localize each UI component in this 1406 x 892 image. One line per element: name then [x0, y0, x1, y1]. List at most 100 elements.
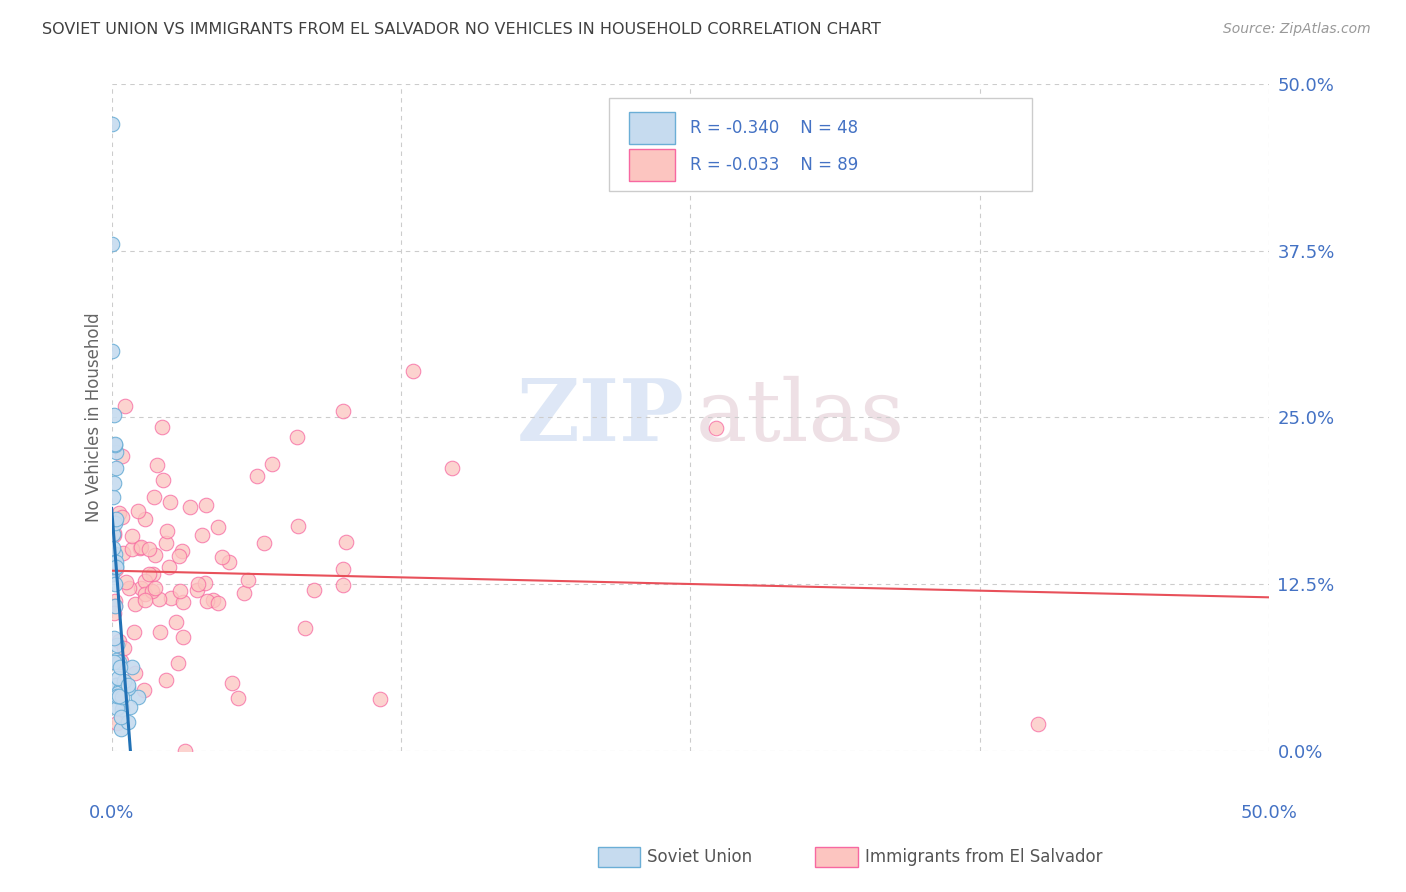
Point	[159, 494, 181, 508]
Point	[186, 583, 208, 598]
Point	[104, 512, 127, 526]
Point	[332, 561, 354, 575]
Point	[335, 534, 357, 549]
Point	[146, 458, 169, 472]
Point	[304, 583, 326, 598]
Point	[150, 419, 173, 434]
Point	[110, 710, 132, 724]
Point	[152, 473, 174, 487]
Point	[236, 573, 259, 587]
Text: SOVIET UNION VS IMMIGRANTS FROM EL SALVADOR NO VEHICLES IN HOUSEHOLD CORRELATION: SOVIET UNION VS IMMIGRANTS FROM EL SALVA…	[42, 22, 882, 37]
Point	[112, 673, 135, 688]
Point	[111, 546, 134, 560]
Y-axis label: No Vehicles in Household: No Vehicles in Household	[86, 313, 103, 523]
Point	[108, 683, 131, 698]
Point	[195, 593, 218, 607]
Point	[110, 659, 132, 673]
Point	[179, 500, 201, 515]
Point	[103, 526, 125, 541]
Point	[121, 529, 143, 543]
Point	[157, 559, 180, 574]
Point	[221, 676, 243, 690]
Point	[218, 555, 240, 569]
Point	[111, 702, 134, 716]
Point	[207, 596, 229, 610]
Point	[103, 599, 125, 613]
Text: R = -0.033    N = 89: R = -0.033 N = 89	[690, 156, 859, 174]
FancyBboxPatch shape	[628, 112, 675, 145]
Point	[104, 599, 127, 613]
Point	[1026, 717, 1049, 731]
Point	[117, 581, 139, 595]
Point	[103, 541, 125, 555]
Point	[167, 549, 190, 564]
Point	[104, 437, 127, 451]
Point	[131, 581, 153, 595]
Point	[440, 461, 463, 475]
Point	[104, 516, 127, 530]
Point	[262, 457, 284, 471]
Point	[129, 541, 152, 555]
Point	[110, 722, 132, 736]
Point	[706, 421, 728, 435]
Point	[138, 542, 160, 557]
Point	[134, 587, 156, 601]
Point	[148, 592, 170, 607]
Point	[117, 677, 139, 691]
Point	[114, 399, 136, 413]
Point	[401, 364, 423, 378]
Point	[141, 584, 163, 599]
Point	[155, 673, 177, 687]
Point	[105, 677, 128, 691]
Point	[127, 504, 149, 518]
Point	[124, 665, 146, 680]
Point	[101, 117, 124, 131]
Text: 50.0%: 50.0%	[1240, 804, 1298, 822]
Point	[368, 692, 391, 706]
Point	[105, 555, 128, 569]
Point	[207, 519, 229, 533]
Point	[111, 690, 134, 705]
Point	[170, 544, 193, 558]
Text: atlas: atlas	[696, 376, 905, 459]
Point	[155, 536, 177, 550]
Point	[187, 576, 209, 591]
Point	[101, 491, 124, 505]
Point	[103, 560, 125, 574]
Point	[172, 595, 194, 609]
Point	[105, 639, 128, 653]
Point	[114, 574, 136, 589]
Point	[134, 593, 156, 607]
Point	[110, 654, 132, 668]
Point	[132, 682, 155, 697]
Point	[233, 586, 256, 600]
Point	[202, 593, 225, 607]
Point	[105, 689, 128, 703]
Point	[104, 438, 127, 452]
Point	[149, 624, 172, 639]
Point	[174, 743, 197, 757]
Point	[332, 578, 354, 592]
Point	[103, 528, 125, 542]
Point	[108, 689, 131, 703]
Point	[103, 606, 125, 620]
Point	[156, 524, 179, 539]
Point	[105, 445, 128, 459]
Point	[169, 584, 191, 599]
Point	[107, 686, 129, 700]
Point	[105, 678, 128, 692]
Point	[172, 630, 194, 644]
Text: Source: ZipAtlas.com: Source: ZipAtlas.com	[1223, 22, 1371, 37]
Point	[165, 615, 187, 629]
Point	[127, 690, 149, 705]
Point	[104, 460, 127, 475]
Point	[129, 540, 152, 554]
Point	[117, 681, 139, 695]
Point	[104, 547, 127, 561]
Text: R = -0.340    N = 48: R = -0.340 N = 48	[690, 120, 859, 137]
Point	[195, 499, 218, 513]
Point	[105, 559, 128, 574]
Point	[104, 577, 127, 591]
Point	[142, 567, 165, 582]
Point	[117, 714, 139, 729]
